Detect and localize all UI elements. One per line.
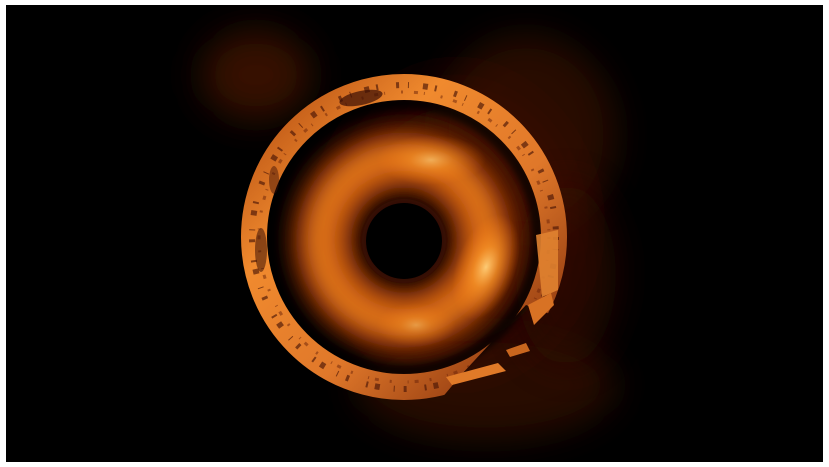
image-frame	[6, 5, 823, 462]
accretion-ring-image	[201, 30, 626, 440]
